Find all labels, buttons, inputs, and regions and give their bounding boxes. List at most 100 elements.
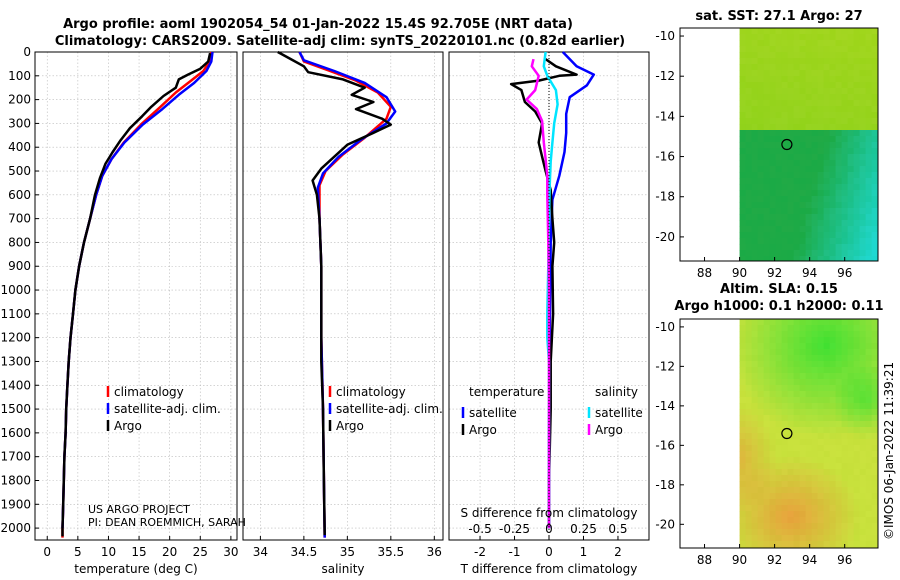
tick-label-y: 0 bbox=[23, 45, 31, 59]
map-tick-label-y: -10 bbox=[655, 29, 675, 43]
tick-label-x: 0 bbox=[545, 545, 553, 559]
tick-label-x: 20 bbox=[162, 545, 177, 559]
map-tick-label-y: -12 bbox=[655, 359, 675, 373]
tick-label-x: -1 bbox=[509, 545, 521, 559]
tick-label-s: 0.5 bbox=[608, 522, 627, 536]
map-frame bbox=[679, 27, 879, 262]
legend-label-argo-3: Argo bbox=[595, 423, 623, 437]
tick-label-y: 1300 bbox=[0, 354, 31, 368]
tick-label-y: 200 bbox=[8, 93, 31, 107]
tick-label-x: 0 bbox=[43, 545, 51, 559]
tick-label-x: -2 bbox=[474, 545, 486, 559]
tick-label-y: 100 bbox=[8, 69, 31, 83]
map-tick-label-x: 88 bbox=[697, 553, 712, 567]
title-line-2: Climatology: CARS2009. Satellite-adj cli… bbox=[55, 34, 625, 49]
tick-label-y: 1700 bbox=[0, 450, 31, 464]
legend-label-climatology: climatology bbox=[336, 385, 406, 399]
tick-label-y: 2000 bbox=[0, 521, 31, 535]
map-subtitle: Argo h1000: 0.1 h2000: 0.11 bbox=[674, 299, 883, 314]
map-tick-label-y: -16 bbox=[655, 438, 675, 452]
tick-label-y: 1000 bbox=[0, 283, 31, 297]
tick-label-y: 1100 bbox=[0, 307, 31, 321]
map-tick-label-x: 88 bbox=[697, 266, 712, 280]
map-frame bbox=[679, 318, 879, 549]
tick-label-x: 5 bbox=[74, 545, 82, 559]
salinity-panel: 34 34.5 35 35.5 36 salinity climatology satelli… bbox=[242, 50, 444, 576]
timestamp: ©IMOS 06-Jan-2022 11:39:21 bbox=[882, 362, 896, 540]
tick-label-y: 500 bbox=[8, 164, 31, 178]
credit-project: US ARGO PROJECT bbox=[88, 503, 190, 516]
credit-pi: PI: DEAN ROEMMICH, SARAH bbox=[88, 516, 246, 529]
map-field bbox=[739, 319, 879, 548]
tick-label-y: 300 bbox=[8, 116, 31, 130]
series-line-argo bbox=[277, 50, 393, 536]
series-line-argo bbox=[61, 52, 212, 537]
sst-map: sat. SST: 27.1 Argo: 27 88 90 92 94 96 -10 -12 -… bbox=[655, 9, 879, 280]
map-field bbox=[739, 28, 879, 261]
tick-label-x: 34.5 bbox=[291, 545, 318, 559]
tick-label-y: 700 bbox=[8, 212, 31, 226]
tick-label-y: 900 bbox=[8, 259, 31, 273]
map-tick-label-y: -20 bbox=[655, 230, 675, 244]
series-line-climatology bbox=[61, 51, 213, 538]
map-tick-label-x: 90 bbox=[732, 266, 747, 280]
tick-label-s: 0 bbox=[545, 522, 553, 536]
map-tick-label-x: 94 bbox=[802, 266, 817, 280]
x-axis-label: salinity bbox=[321, 562, 364, 576]
map-tick-label-y: -16 bbox=[655, 150, 675, 164]
map-tick-label-y: -10 bbox=[655, 320, 675, 334]
series-line-temperature-satellite bbox=[547, 51, 596, 529]
tick-label-y: 1500 bbox=[0, 402, 31, 416]
series-line-climatology bbox=[298, 51, 393, 538]
legend-label-argo: Argo bbox=[336, 419, 364, 433]
plot-frame bbox=[34, 51, 238, 541]
tick-label-x: 30 bbox=[223, 545, 238, 559]
tick-label-x: 25 bbox=[193, 545, 208, 559]
tick-label-x: 1 bbox=[580, 545, 588, 559]
map-tick-label-x: 96 bbox=[837, 553, 852, 567]
tick-label-x: 15 bbox=[131, 545, 146, 559]
difference-panel: -2 -1 0 1 2 T difference from climatology S di… bbox=[448, 51, 650, 576]
legend-label-satellite-adj-clim: satellite-adj. clim. bbox=[114, 402, 221, 416]
map-tick-label-x: 92 bbox=[767, 266, 782, 280]
map-tick-label-y: -14 bbox=[655, 109, 675, 123]
map-tick-label-y: -12 bbox=[655, 69, 675, 83]
argo-float-marker bbox=[781, 138, 793, 151]
tick-label-y: 1600 bbox=[0, 426, 31, 440]
tick-label-x: 35.5 bbox=[377, 545, 404, 559]
legend-label-satellite-adj-clim: satellite-adj. clim. bbox=[336, 402, 443, 416]
map-tick-label-y: -14 bbox=[655, 399, 675, 413]
map-title: sat. SST: 27.1 Argo: 27 bbox=[695, 9, 862, 24]
legend-label-satellite-2: satellite bbox=[595, 406, 643, 420]
map-tick-label-y: -18 bbox=[655, 478, 675, 492]
legend-title-temperature: temperature bbox=[469, 385, 544, 399]
tick-label-y: 1200 bbox=[0, 331, 31, 345]
tick-label-y: 1400 bbox=[0, 378, 31, 392]
map-tick-label-y: -18 bbox=[655, 190, 675, 204]
temperature-panel: 0 5 10 15 20 25 300100200300400500600700800900… bbox=[0, 45, 238, 576]
s-axis-label: S difference from climatology bbox=[461, 506, 638, 520]
map-tick-label-y: -20 bbox=[655, 517, 675, 531]
tick-label-s: -0.5 bbox=[468, 522, 491, 536]
tick-label-x: 34 bbox=[253, 545, 268, 559]
tick-label-y: 600 bbox=[8, 188, 31, 202]
plot-frame bbox=[242, 51, 444, 541]
legend-label-argo: Argo bbox=[114, 419, 142, 433]
map-title: Altim. SLA: 0.15 bbox=[720, 282, 838, 297]
series-line-salinity-argo bbox=[525, 58, 551, 529]
tick-label-x: 10 bbox=[101, 545, 116, 559]
tick-label-s: 0.25 bbox=[570, 522, 597, 536]
tick-label-x: 2 bbox=[614, 545, 622, 559]
tick-label-s: -0.25 bbox=[499, 522, 530, 536]
x-axis-label: T difference from climatology bbox=[460, 562, 638, 576]
map-tick-label-x: 94 bbox=[802, 553, 817, 567]
map-tick-label-x: 92 bbox=[767, 553, 782, 567]
legend-title-salinity: salinity bbox=[595, 385, 638, 399]
tick-label-y: 1900 bbox=[0, 497, 31, 511]
x-axis-label: temperature (deg C) bbox=[74, 562, 197, 576]
legend-label-argo-1: Argo bbox=[469, 423, 497, 437]
tick-label-x: 36 bbox=[427, 545, 442, 559]
tick-label-x: 35 bbox=[340, 545, 355, 559]
sla-map: Altim. SLA: 0.15 Argo h1000: 0.1 h2000: 0… bbox=[655, 282, 883, 567]
